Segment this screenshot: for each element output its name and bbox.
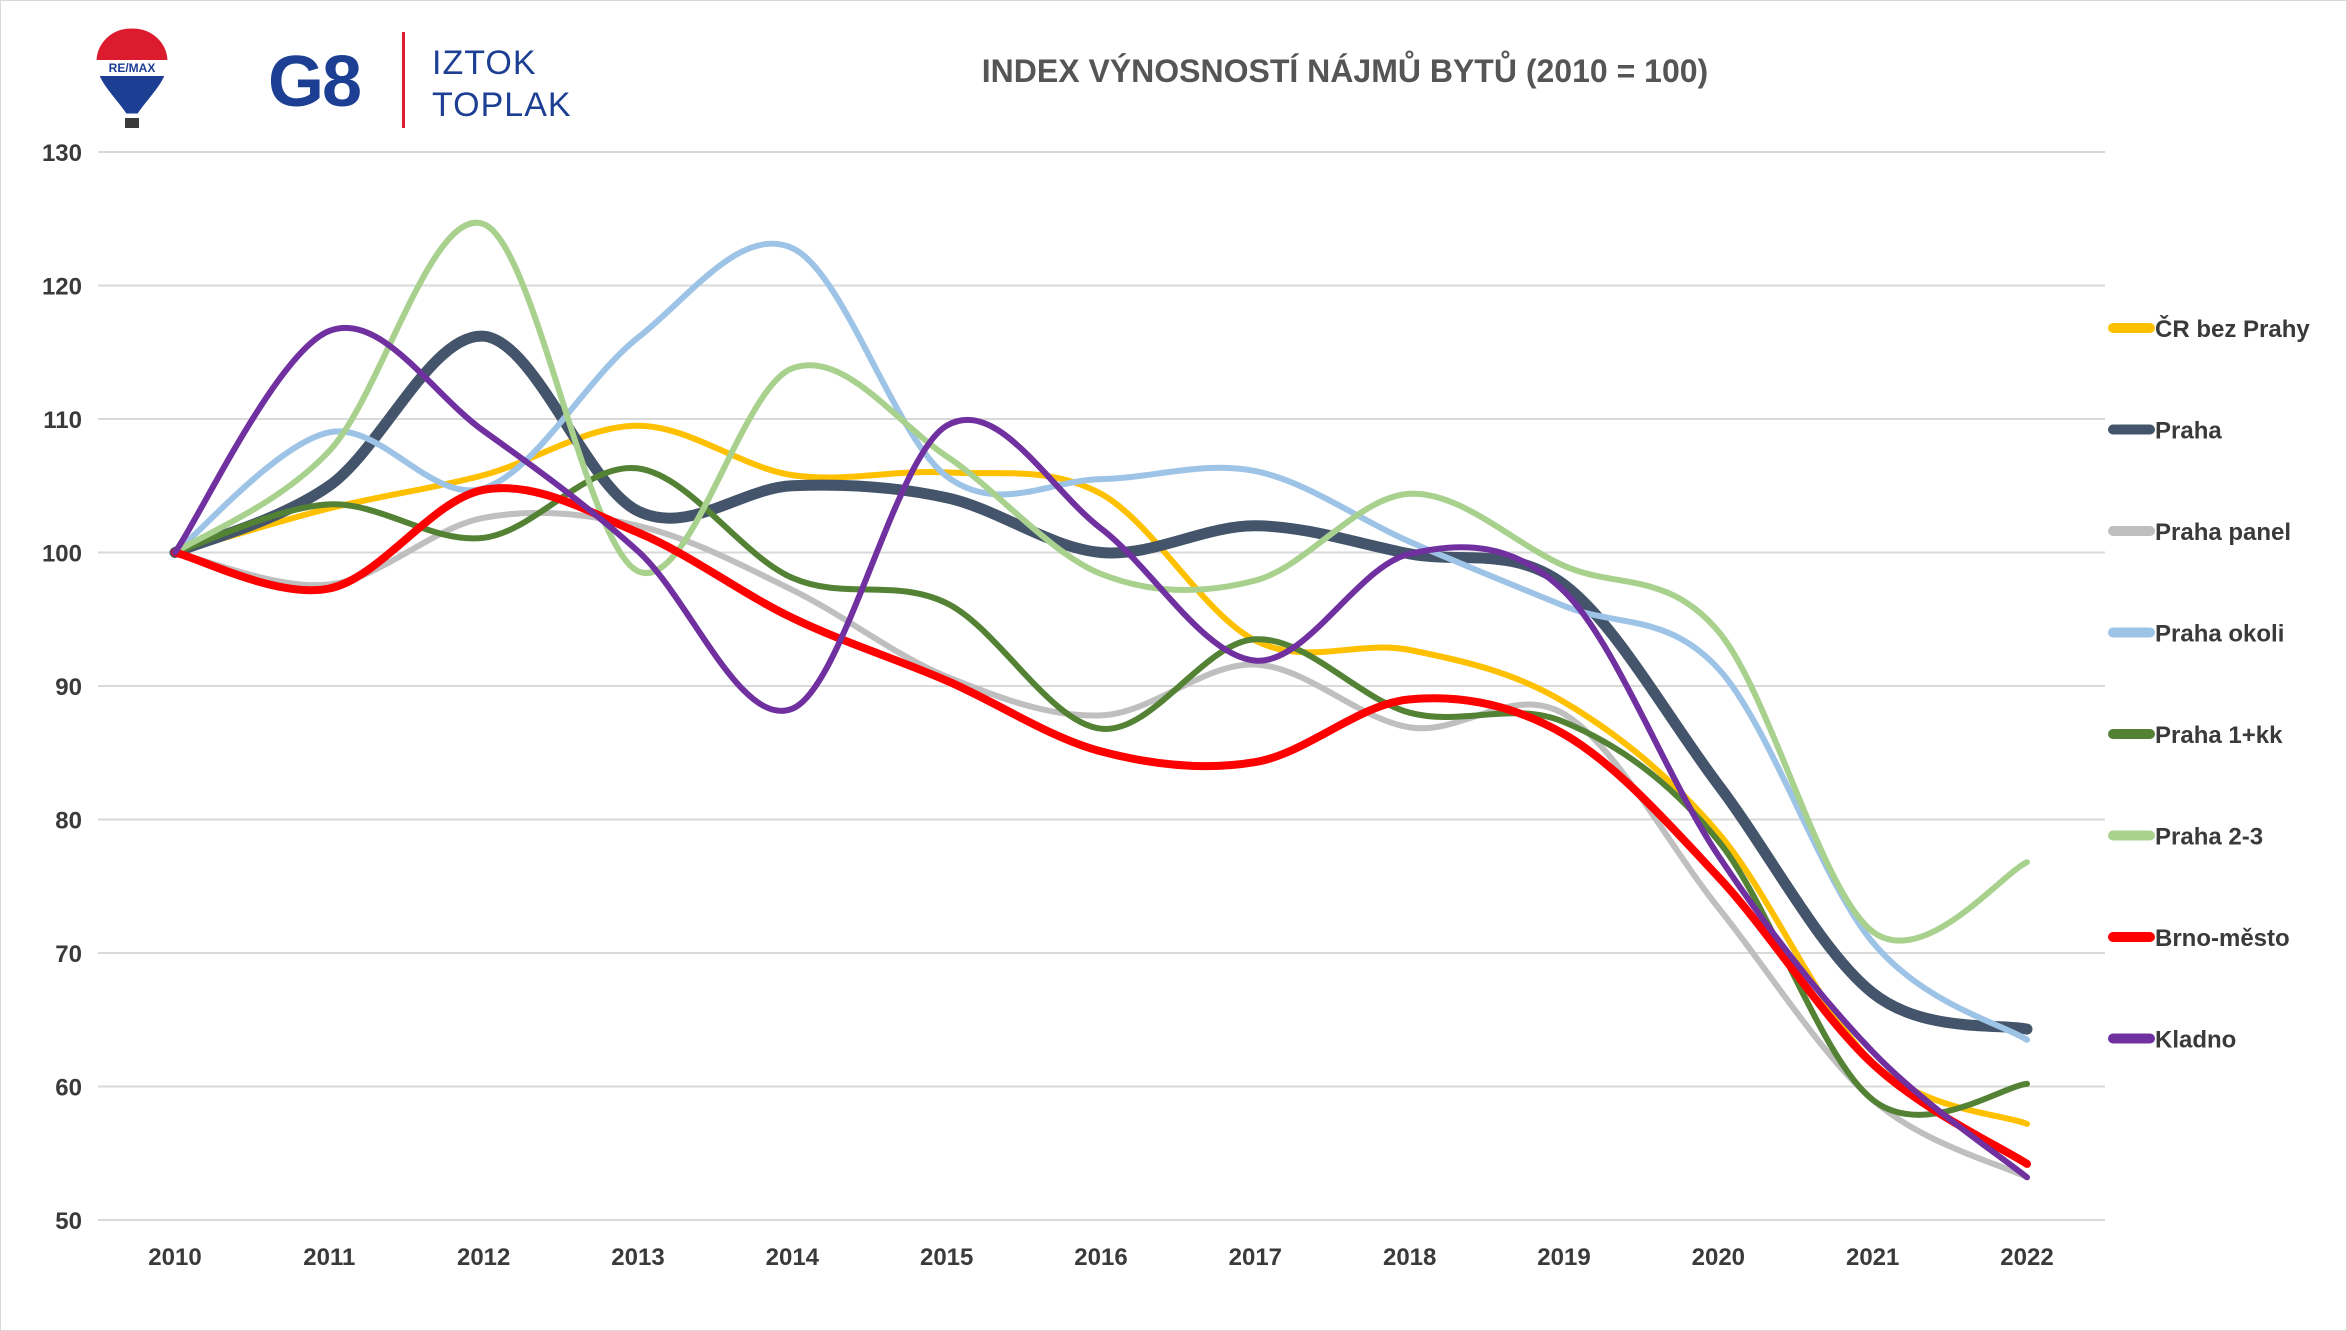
x-tick-label: 2010 [148, 1244, 201, 1271]
legend-item: Praha 2-3 [2108, 824, 2263, 851]
legend-label: Praha okoli [2155, 621, 2284, 648]
legend: ČR bez Prahy Praha Praha panel Praha okoli P… [2108, 315, 2310, 1054]
x-tick-label: 2021 [1846, 1244, 1899, 1271]
x-tick-label: 2014 [766, 1244, 820, 1271]
logo-badge-text: RE/MAX [109, 61, 156, 75]
x-tick-label: 2018 [1383, 1244, 1436, 1271]
x-tick-label: 2012 [457, 1244, 510, 1271]
y-tick-label: 100 [42, 541, 82, 568]
logo-brand-text: G8 [268, 42, 362, 122]
series-line-2 [172, 509, 2030, 1181]
legend-item: Praha okoli [2108, 621, 2284, 648]
x-tick-label: 2019 [1537, 1244, 1590, 1271]
logo-name-line2: TOPLAK [432, 86, 572, 124]
y-tick-label: 50 [55, 1208, 82, 1235]
y-tick-label: 60 [55, 1075, 82, 1102]
series-line-4 [172, 465, 2030, 1118]
series-line-3 [172, 240, 2030, 1043]
legend-item: Praha panel [2108, 519, 2291, 546]
x-tick-label: 2022 [2000, 1244, 2053, 1271]
legend-label: Praha panel [2155, 519, 2291, 546]
legend-label: Praha [2155, 418, 2222, 445]
series-layer [169, 219, 2033, 1181]
y-tick-label: 130 [42, 140, 82, 167]
legend-label: ČR bez Prahy [2155, 315, 2310, 343]
legend-label: Praha 2-3 [2155, 824, 2263, 851]
y-tick-label: 110 [43, 407, 82, 434]
y-axis-ticks: 50 60 70 80 90 100 110 120 130 [42, 140, 82, 1235]
y-tick-label: 70 [55, 941, 82, 968]
x-axis-ticks: 2010 2011 2012 2013 2014 2015 2016 2017 2018 2019… [148, 1244, 2053, 1271]
x-tick-label: 2015 [920, 1244, 973, 1271]
series-line-5 [172, 219, 2030, 944]
legend-item: Praha [2108, 418, 2222, 445]
legend-label: Kladno [2155, 1027, 2236, 1054]
legend-item: Brno-město [2108, 925, 2290, 952]
y-tick-label: 80 [55, 808, 82, 835]
legend-label: Praha 1+kk [2155, 722, 2283, 749]
legend-item: Kladno [2108, 1027, 2236, 1054]
x-tick-label: 2016 [1074, 1244, 1127, 1271]
y-tick-label: 90 [55, 674, 82, 701]
x-tick-label: 2017 [1229, 1244, 1282, 1271]
y-tick-label: 120 [42, 274, 82, 301]
chart-title: INDEX VÝNOSNOSTÍ NÁJMŮ BYTŮ (2010 = 100) [982, 51, 1708, 89]
x-tick-label: 2013 [611, 1244, 664, 1271]
legend-label: Brno-město [2155, 925, 2290, 952]
legend-item: Praha 1+kk [2108, 722, 2283, 749]
grid-layer [98, 151, 2105, 1221]
logo-name-line1: IZTOK [432, 44, 537, 82]
balloon-logo-icon: RE/MAX [95, 27, 169, 128]
series-line-0 [172, 422, 2030, 1127]
company-logo: RE/MAX G8 IZTOK TOPLAK [92, 24, 571, 134]
legend-item: ČR bez Prahy [2108, 315, 2310, 343]
x-tick-label: 2011 [303, 1244, 355, 1271]
logo-divider [402, 32, 405, 128]
x-tick-label: 2020 [1692, 1244, 1745, 1271]
